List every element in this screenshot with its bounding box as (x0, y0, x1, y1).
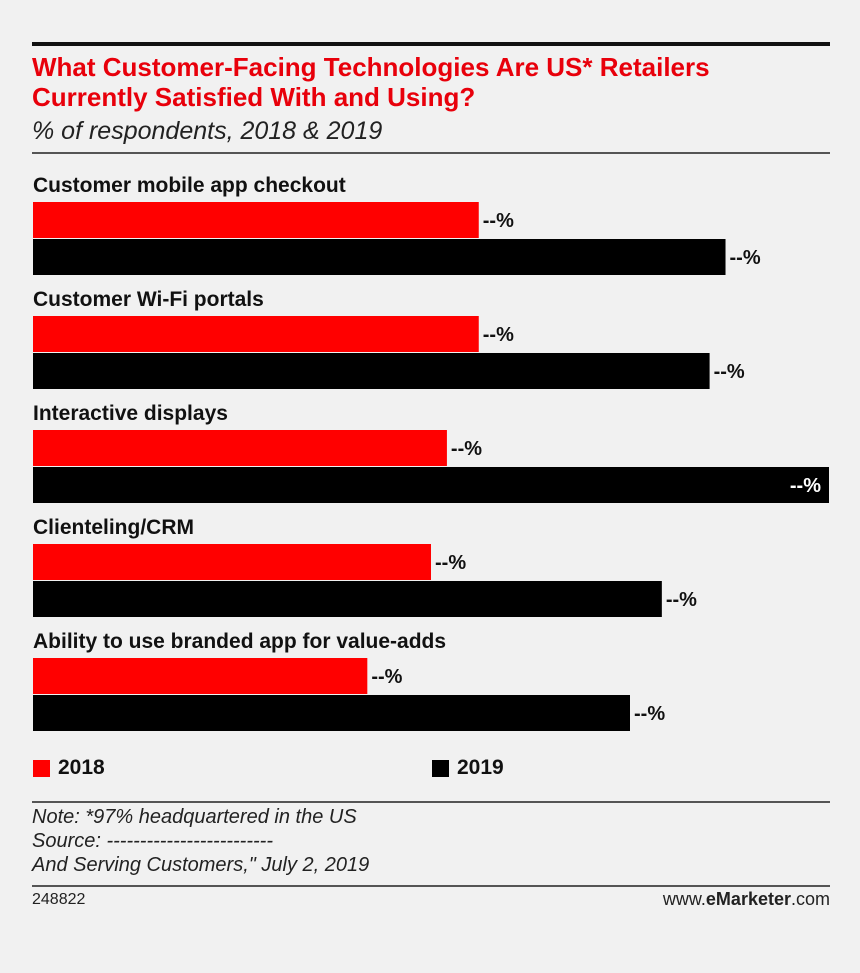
data-label-2018-customer-wi-fi-portals: --% (483, 324, 514, 346)
chart-title: What Customer-Facing Technologies Are US… (32, 52, 710, 112)
category-label-interactive-displays: Interactive displays (33, 402, 228, 425)
bar-2018-interactive-displays (33, 430, 447, 466)
header-divider (32, 152, 830, 154)
top-rule (32, 42, 830, 46)
data-label-2019-customer-wi-fi-portals: --% (714, 361, 745, 383)
data-label-2018-ability-to-use-branded-app-for-value-adds: --% (371, 666, 402, 688)
category-label-ability-to-use-branded-app-for-value-adds: Ability to use branded app for value-add… (33, 630, 446, 653)
bar-2019-interactive-displays (33, 467, 829, 503)
legend-swatch-2019 (432, 759, 449, 777)
chart-subtitle: % of respondents, 2018 & 2019 (32, 117, 383, 145)
brand-name: eMarketer (705, 889, 791, 909)
brand-suffix: .com (790, 889, 830, 909)
data-label-2019-interactive-displays: --% (790, 475, 821, 497)
data-label-2019-clienteling-crm: --% (666, 589, 697, 611)
data-label-2019-customer-mobile-app-checkout: --% (730, 247, 761, 269)
legend-label-2019: 2019 (457, 756, 504, 779)
bar-chart: Customer mobile app checkout --% --% Custom… (33, 174, 829, 731)
bar-2018-customer-wi-fi-portals (33, 316, 479, 352)
footer-bottom-rule (32, 885, 830, 887)
data-label-2018-customer-mobile-app-checkout: --% (483, 210, 514, 232)
bar-2018-clienteling-crm (33, 544, 431, 580)
chart-id: 248822 (32, 891, 86, 908)
brand-prefix: www. (662, 889, 706, 909)
bar-2019-customer-mobile-app-checkout (33, 239, 726, 275)
data-label-2018-interactive-displays: --% (451, 438, 482, 460)
brand-link[interactable]: www.eMarketer.com (663, 889, 830, 910)
footer-divider (32, 801, 830, 803)
source-text: Source: ------------------------- (32, 830, 273, 852)
bar-2019-customer-wi-fi-portals (33, 353, 710, 389)
bar-2018-ability-to-use-branded-app-for-value-adds (33, 658, 368, 694)
source-continuation: And Serving Customers," July 2, 2019 (32, 854, 370, 876)
bar-2019-clienteling-crm (33, 581, 662, 617)
legend-item-2019: 2019 (432, 756, 504, 780)
bar-2019-ability-to-use-branded-app-for-value-adds (33, 695, 630, 731)
category-label-clienteling-crm: Clienteling/CRM (33, 516, 194, 539)
legend-item-2018: 2018 (33, 756, 105, 780)
bar-2018-customer-mobile-app-checkout (33, 202, 479, 238)
category-label-customer-mobile-app-checkout: Customer mobile app checkout (33, 174, 346, 197)
legend-label-2018: 2018 (58, 756, 105, 779)
legend-swatch-2018 (33, 759, 50, 777)
data-label-2018-clienteling-crm: --% (435, 552, 466, 574)
category-label-customer-wi-fi-portals: Customer Wi-Fi portals (33, 288, 264, 311)
note-text: Note: *97% headquartered in the US (32, 806, 357, 828)
data-label-2019-ability-to-use-branded-app-for-value-adds: --% (634, 703, 665, 725)
